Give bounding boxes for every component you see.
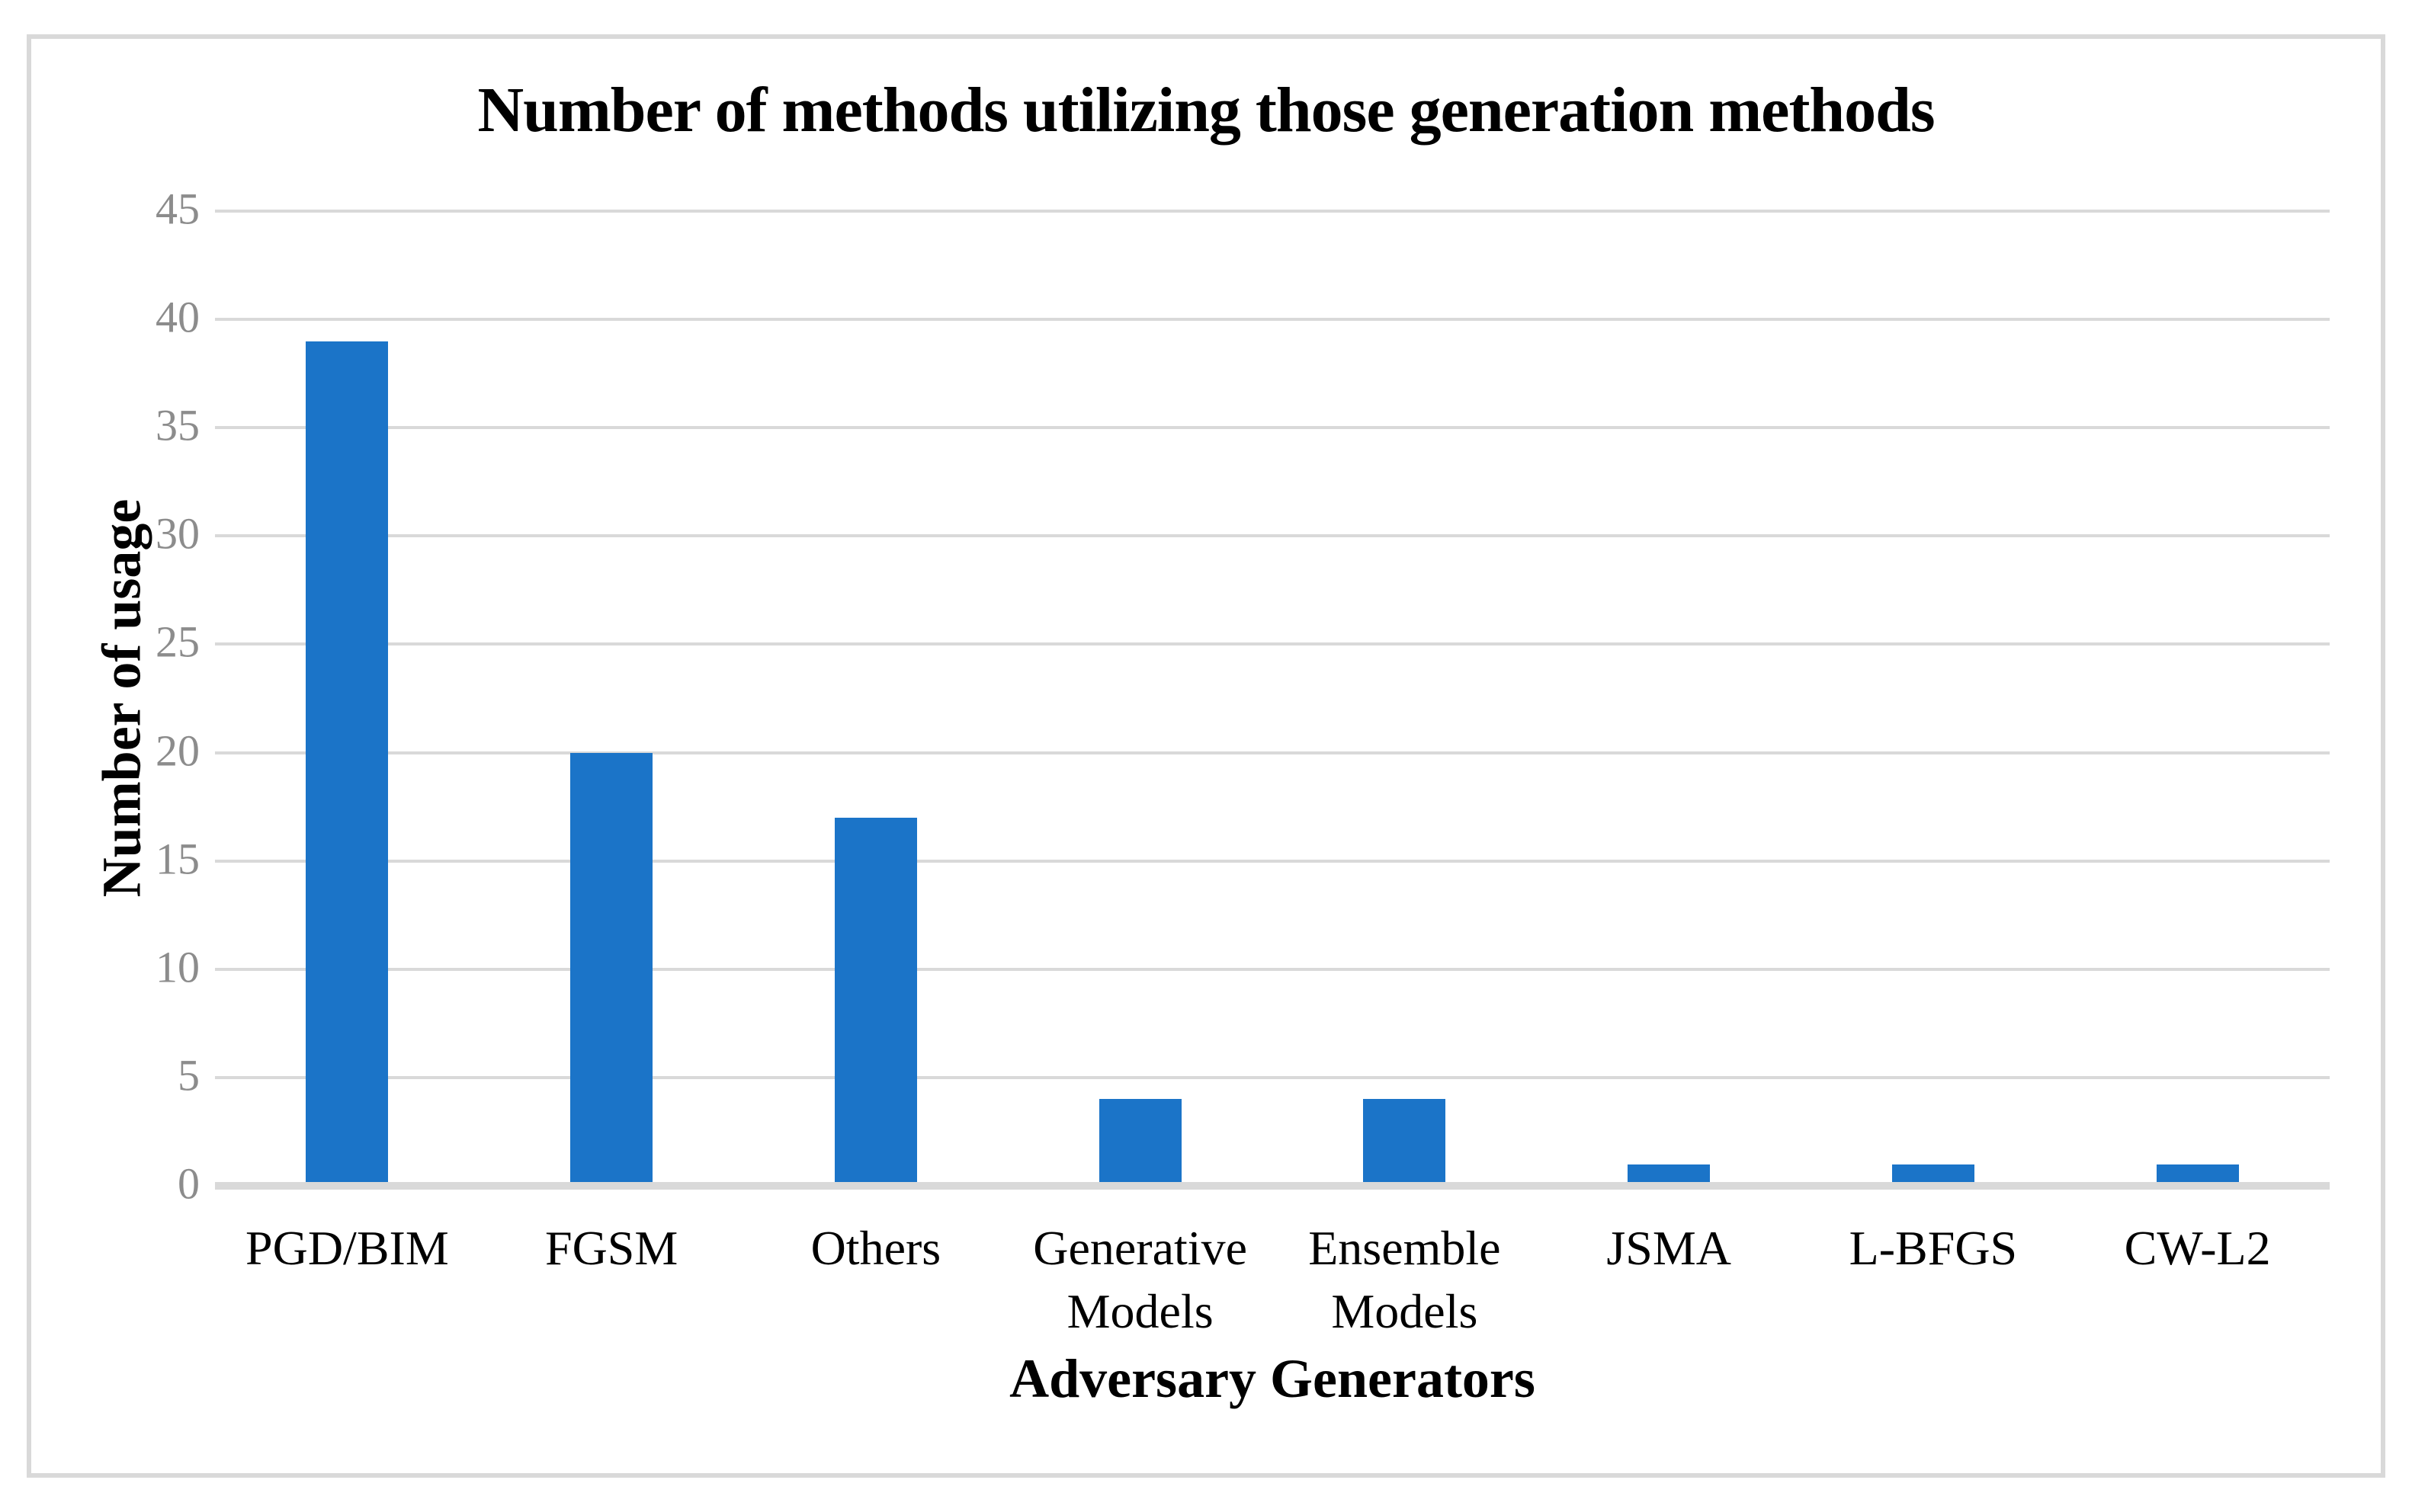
gridline-y-35	[215, 426, 2330, 430]
category-label-l-bfgs: L-BFGS	[1849, 1221, 2018, 1275]
bar-generative-models	[1099, 1099, 1182, 1186]
y-tick-label-0: 0	[178, 1158, 200, 1209]
y-tick-label-35: 35	[156, 400, 200, 450]
y-tick-label-30: 30	[156, 509, 200, 559]
y-tick-label-15: 15	[156, 834, 200, 884]
x-axis-title: Adversary Generators	[1009, 1348, 1535, 1409]
category-label-ensemble-models: Ensemble Models	[1308, 1221, 1501, 1339]
gridline-y-20	[215, 751, 2330, 754]
y-tick-label-45: 45	[156, 184, 200, 234]
gridline-y-45	[215, 210, 2330, 213]
gridline-y-5	[215, 1075, 2330, 1079]
gridline-y-30	[215, 534, 2330, 538]
y-tick-label-40: 40	[156, 292, 200, 342]
gridline-y-10	[215, 967, 2330, 971]
bar-pgd-bim	[306, 341, 389, 1186]
category-label-generative-models: Generative Models	[1033, 1221, 1247, 1339]
category-label-cw-l2: CW-L2	[2124, 1221, 2271, 1275]
category-label-pgd-bim: PGD/BIM	[245, 1221, 449, 1275]
y-tick-label-20: 20	[156, 726, 200, 776]
bar-fgsm	[570, 752, 653, 1186]
gridline-y-15	[215, 859, 2330, 863]
y-tick-label-5: 5	[178, 1050, 200, 1100]
gridline-y-40	[215, 318, 2330, 322]
figure-border	[27, 34, 2385, 1478]
category-label-fgsm: FGSM	[544, 1221, 678, 1275]
category-label-others: Others	[810, 1221, 941, 1275]
plot-area	[215, 210, 2330, 1190]
gridline-y-25	[215, 642, 2330, 646]
bar-others	[834, 817, 917, 1186]
x-axis-line	[215, 1182, 2330, 1190]
y-tick-label-25: 25	[156, 617, 200, 668]
y-tick-label-10: 10	[156, 942, 200, 992]
bar-ensemble-models	[1363, 1099, 1446, 1186]
chart-title: Number of methods utilizing those genera…	[477, 75, 1935, 146]
category-label-jsma: JSMA	[1606, 1221, 1731, 1275]
